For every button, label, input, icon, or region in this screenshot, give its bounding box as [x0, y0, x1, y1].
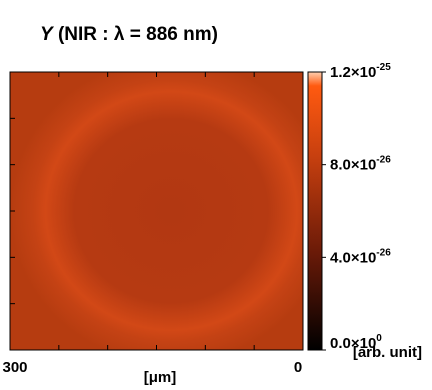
chart: Y (NIR : λ = 886 nm) [μm] [arb. unit] 30…: [0, 0, 432, 390]
colorbar-tick-label: 0.0×100: [330, 333, 382, 352]
colorbar-tick-label: 8.0×10-26: [330, 155, 391, 174]
title-part: Y: [40, 24, 55, 45]
mantissa: 4.0×10: [330, 249, 376, 266]
colorbar-tick-label: 1.2×10-25: [330, 62, 391, 81]
exponent: -26: [376, 247, 391, 258]
title-part: (NIR : λ = 886 nm): [58, 24, 218, 45]
colorbar: [308, 72, 322, 350]
x-tick-label: 300: [2, 359, 27, 376]
exponent: 0: [376, 333, 382, 344]
chart-title: Y (NIR : λ = 886 nm): [40, 24, 218, 45]
heatmap-image: [10, 72, 303, 350]
mantissa: 1.2×10: [330, 64, 376, 81]
colorbar-tick-label: 4.0×10-26: [330, 247, 391, 266]
exponent: -25: [376, 62, 391, 73]
x-axis-label: [μm]: [144, 369, 177, 386]
mantissa: 8.0×10: [330, 157, 376, 174]
exponent: -26: [376, 155, 391, 166]
mantissa: 0.0×10: [330, 335, 376, 352]
x-tick-label: 0: [294, 359, 302, 376]
